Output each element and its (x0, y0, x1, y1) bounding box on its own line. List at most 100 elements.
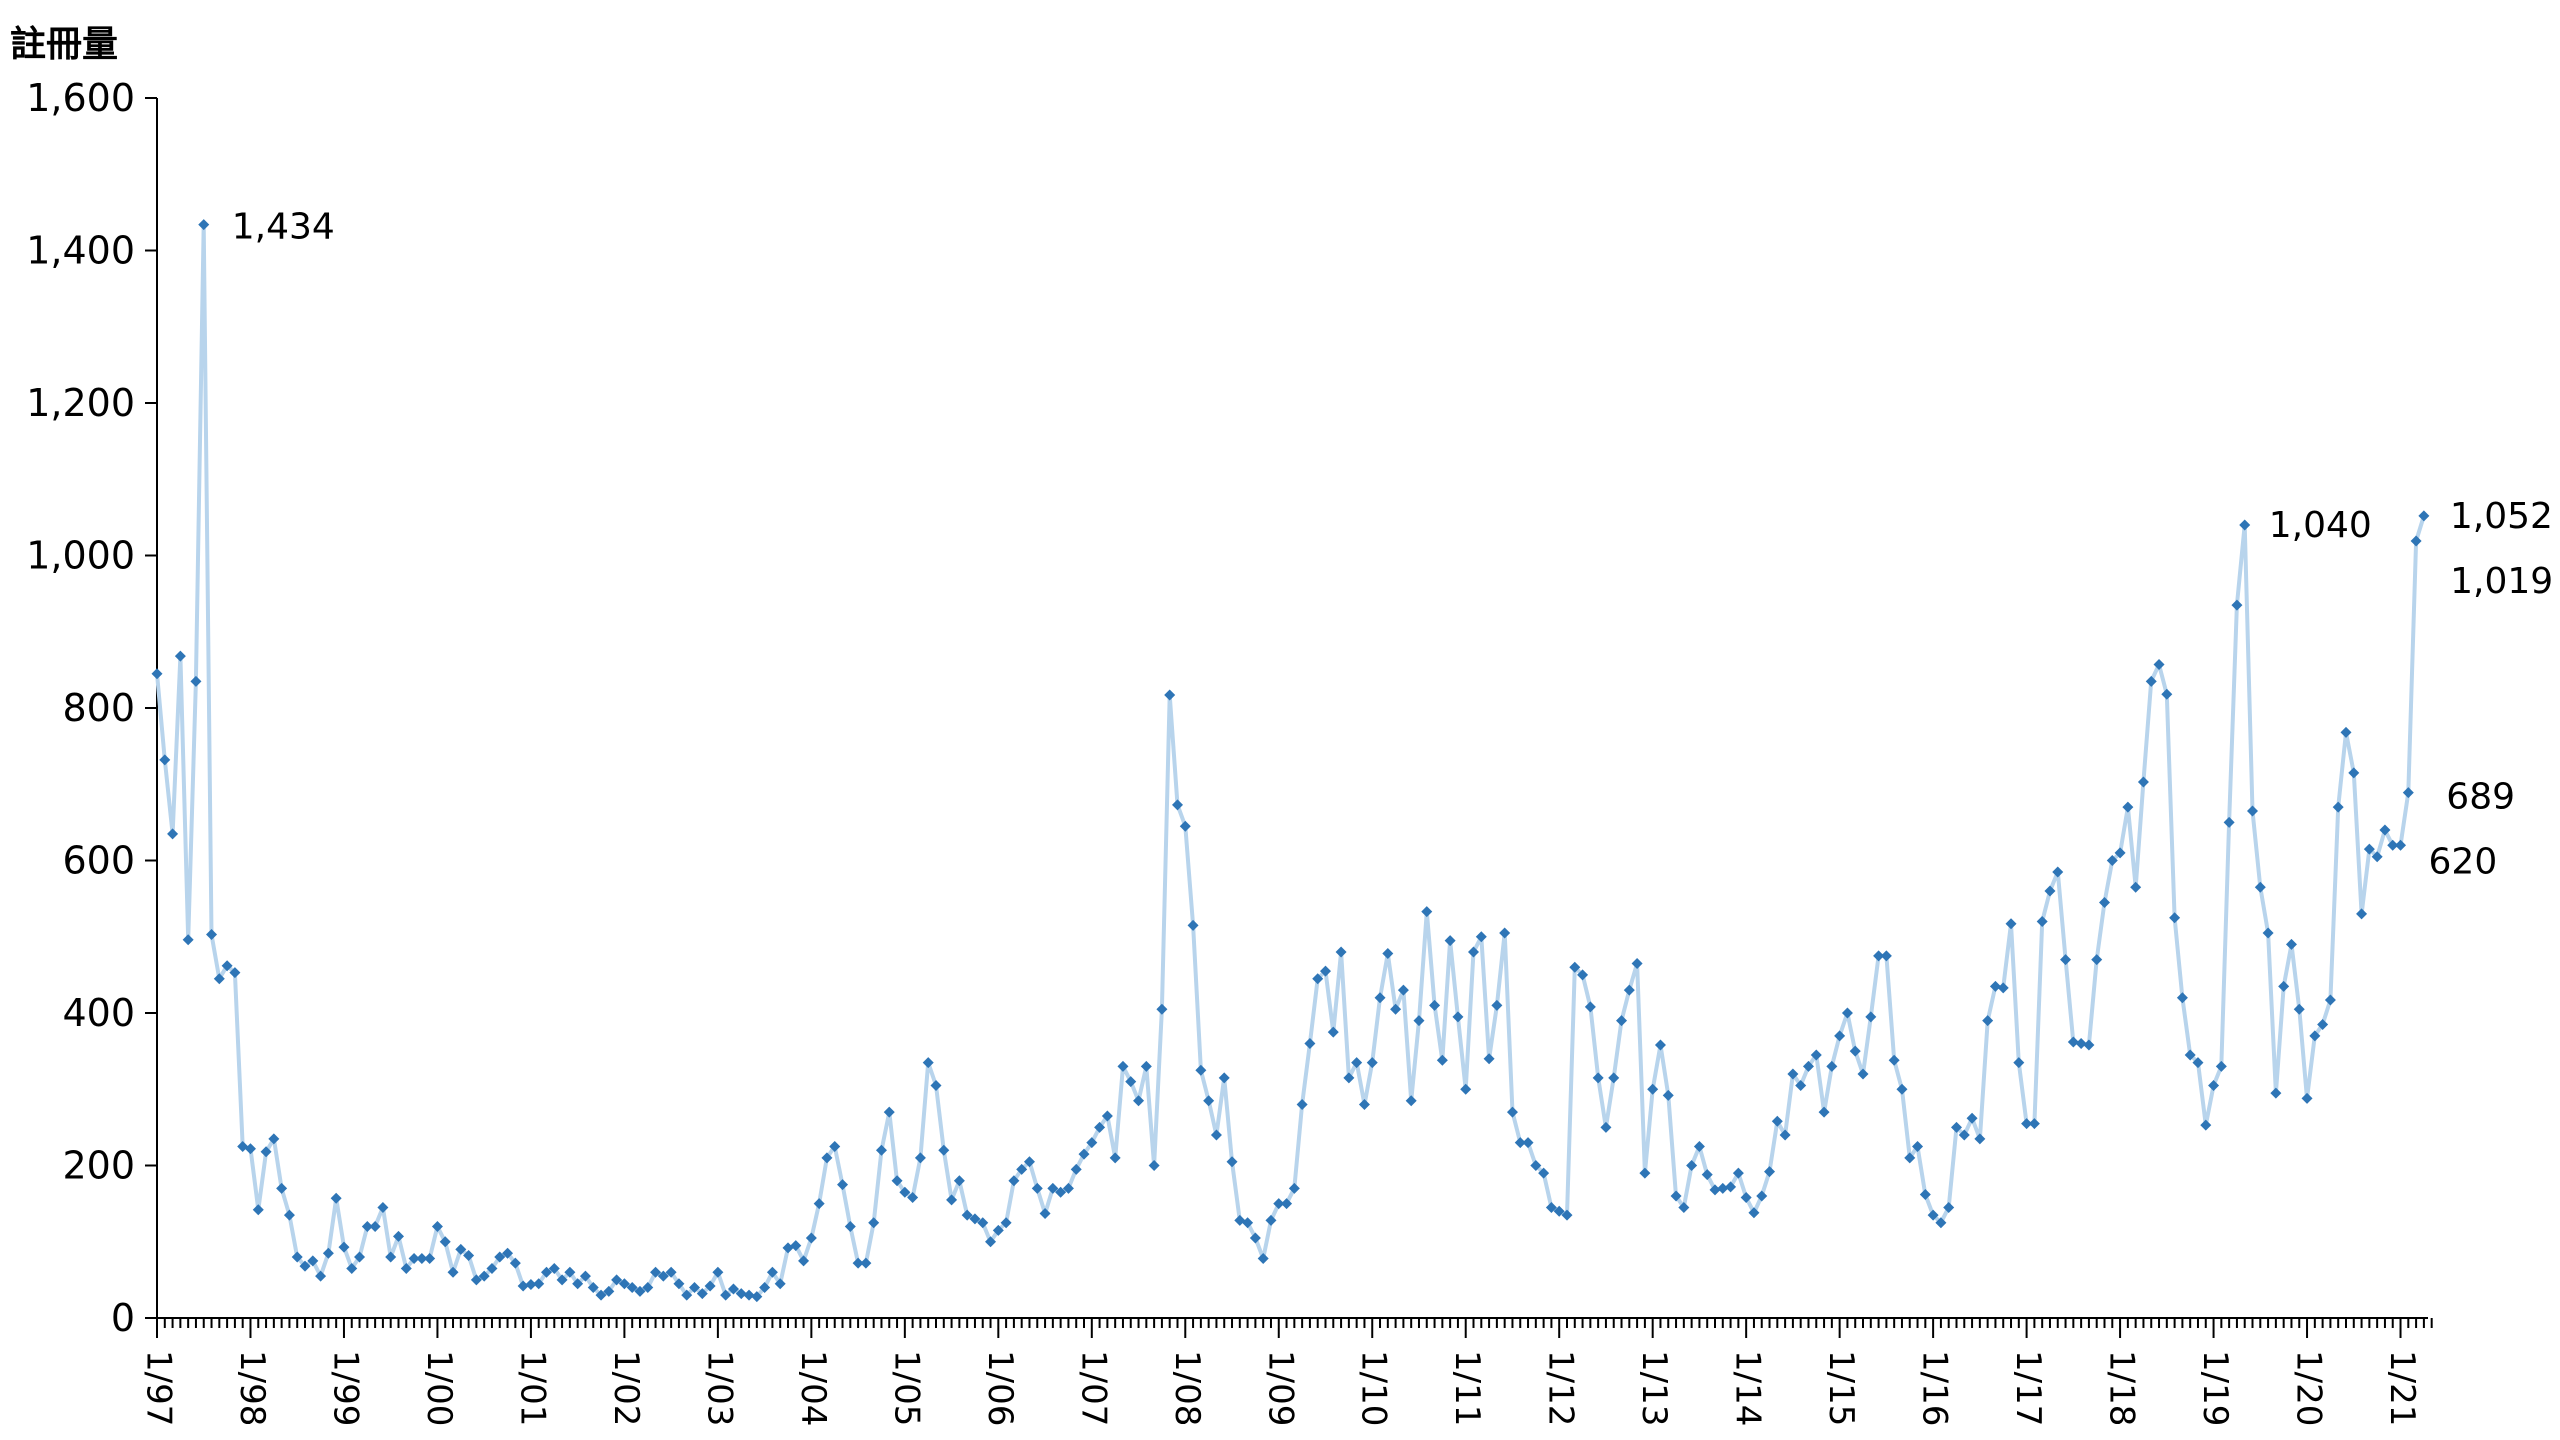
data-point (392, 1230, 404, 1242)
data-point (564, 1266, 576, 1278)
data-point (1413, 1015, 1425, 1027)
data-point (167, 828, 179, 840)
data-point (1218, 1072, 1230, 1084)
data-point (2356, 908, 2368, 920)
series-markers (151, 219, 2430, 1303)
data-point (774, 1278, 786, 1290)
data-point (541, 1266, 552, 1278)
data-point (1771, 1115, 1783, 1127)
data-point (914, 1152, 926, 1164)
data-point (1382, 948, 1394, 960)
data-point (1639, 1167, 1651, 1179)
x-tick-label: 1/99 (325, 1350, 365, 1426)
data-point (868, 1217, 880, 1229)
data-point (385, 1251, 397, 1263)
data-point (2223, 816, 2235, 828)
data-point (2137, 776, 2149, 788)
data-point (190, 675, 202, 687)
x-tick-label: 1/17 (2008, 1350, 2048, 1426)
data-point (1288, 1182, 1300, 1194)
x-tick-label: 1/05 (886, 1350, 926, 1426)
data-point (2091, 954, 2103, 966)
data-point (2067, 1036, 2079, 1048)
data-labels: 1,434 1,040 1,052 1,019 689 620 (232, 207, 2553, 883)
data-point (2254, 881, 2266, 893)
data-label: 620 (2429, 841, 2498, 882)
data-point (1094, 1121, 1106, 1133)
data-label: 1,040 (2269, 505, 2372, 546)
data-point (1748, 1207, 1760, 1219)
data-label: 1,434 (232, 207, 335, 248)
data-point (1670, 1190, 1682, 1202)
data-point (1857, 1068, 1869, 1080)
data-point (2176, 992, 2188, 1004)
data-point (1966, 1112, 1978, 1124)
data-point (1686, 1160, 1698, 1171)
data-point (1950, 1121, 1962, 1133)
data-point (1662, 1089, 1674, 1101)
data-point (276, 1182, 288, 1194)
data-point (151, 668, 163, 680)
data-point (1709, 1184, 1721, 1196)
data-point (953, 1175, 965, 1187)
data-point (244, 1143, 256, 1155)
x-tick-label: 1/03 (699, 1350, 739, 1426)
data-point (237, 1140, 249, 1152)
data-point (1577, 969, 1589, 981)
data-point (486, 1262, 498, 1274)
data-point (2262, 927, 2274, 939)
data-point (1343, 1072, 1355, 1084)
x-tick-label: 1/14 (1728, 1350, 1768, 1426)
data-point (2192, 1057, 2204, 1069)
data-point (1390, 1003, 1402, 1015)
data-point (759, 1282, 771, 1293)
data-point (798, 1255, 810, 1267)
x-tick-label: 1/19 (2195, 1350, 2235, 1426)
data-point (1444, 935, 1456, 947)
data-point (1125, 1076, 1137, 1088)
data-label: 689 (2446, 777, 2515, 818)
data-point (509, 1257, 521, 1269)
data-point (354, 1251, 366, 1263)
data-point (1834, 1030, 1846, 1042)
data-point (1740, 1192, 1752, 1204)
data-point (299, 1260, 311, 1272)
data-point (1506, 1106, 1518, 1118)
data-point (1171, 799, 1183, 811)
data-point (1530, 1160, 1542, 1171)
data-point (891, 1175, 903, 1187)
data-point (821, 1152, 833, 1164)
x-tick-label: 1/00 (419, 1350, 459, 1426)
data-point (283, 1209, 295, 1221)
data-point (2099, 896, 2110, 908)
data-point (852, 1257, 864, 1269)
data-point (525, 1278, 537, 1290)
data-point (1849, 1045, 1861, 1057)
data-point (1320, 965, 1331, 977)
x-tick-label: 1/97 (139, 1350, 179, 1426)
data-point (416, 1253, 428, 1265)
data-point (1436, 1054, 1448, 1066)
data-point (2106, 855, 2118, 866)
data-point (1545, 1201, 1557, 1213)
x-tick-label: 1/07 (1073, 1350, 1113, 1426)
data-point (992, 1224, 1004, 1236)
data-point (611, 1274, 623, 1286)
data-point (1249, 1232, 1261, 1244)
data-point (478, 1270, 490, 1282)
data-point (1584, 1001, 1596, 1013)
x-tick-label: 1/21 (2382, 1350, 2422, 1426)
y-tick-label: 1,200 (26, 381, 135, 425)
data-point (2363, 843, 2375, 855)
x-tick-label: 1/12 (1541, 1350, 1581, 1426)
data-point (1904, 1152, 1916, 1164)
data-point (1561, 1209, 1573, 1221)
data-point (2317, 1018, 2329, 1030)
data-point (1101, 1110, 1113, 1122)
data-point (260, 1146, 272, 1158)
data-point (1989, 980, 2001, 992)
data-point (1117, 1060, 1129, 1072)
data-point (1873, 950, 1885, 962)
data-point (618, 1278, 630, 1290)
data-point (1281, 1198, 1293, 1210)
